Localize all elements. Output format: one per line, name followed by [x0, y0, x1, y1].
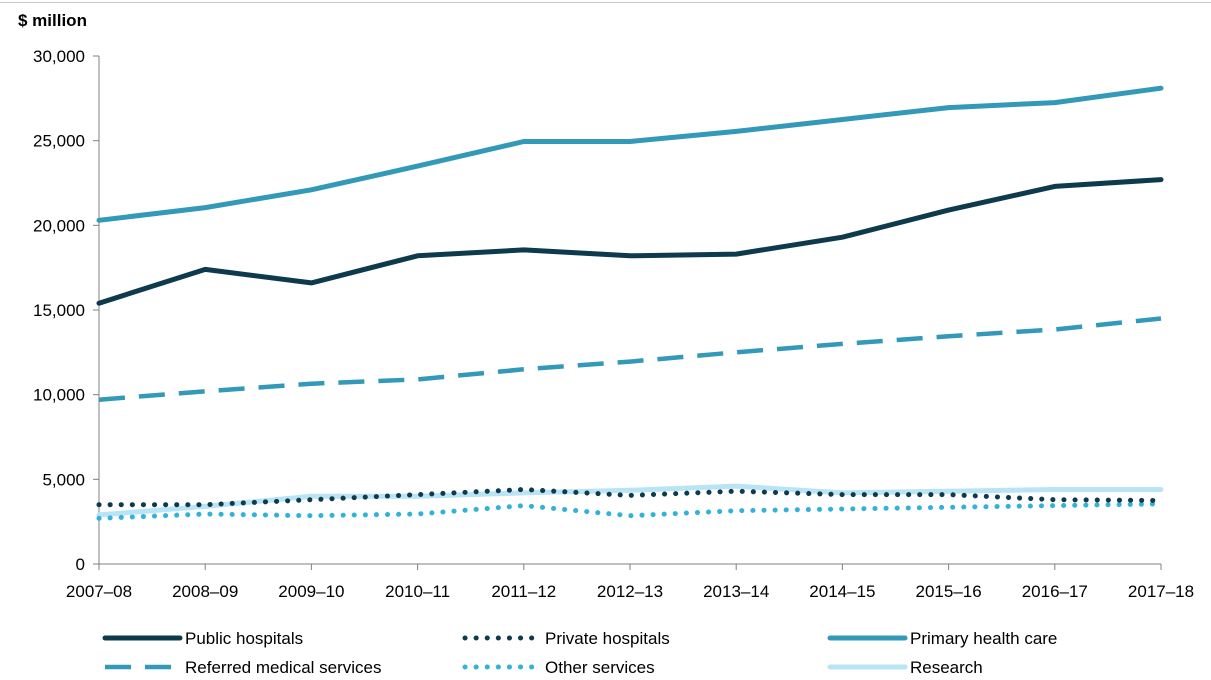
x-tick-label: 2008–09 — [172, 582, 238, 601]
x-tick-label: 2009–10 — [278, 582, 344, 601]
axes: 0 5,000 10,000 15,000 20,000 25,000 30,000 2007… — [33, 47, 1194, 601]
x-tick-label: 2017–18 — [1128, 582, 1194, 601]
legend-label: Referred medical services — [185, 658, 382, 677]
top-rule — [0, 2, 1211, 3]
x-tick-label: 2010–11 — [385, 582, 450, 601]
x-tick-label: 2012–13 — [597, 582, 663, 601]
y-tick-label: 5,000 — [42, 470, 85, 489]
x-tick-label: 2013–14 — [703, 582, 769, 601]
x-tick-label: 2014–15 — [809, 582, 875, 601]
legend-label: Primary health care — [910, 629, 1057, 648]
legend-label: Private hospitals — [545, 629, 670, 648]
y-tick-label: 15,000 — [33, 301, 85, 320]
series-line-public-hospitals — [96, 177, 1164, 306]
x-tick-label: 2016–17 — [1022, 582, 1088, 601]
y-axis-label: $ million — [18, 11, 87, 30]
y-tick-label: 25,000 — [33, 132, 85, 151]
legend-label: Research — [910, 658, 983, 677]
legend-label: Public hospitals — [185, 629, 303, 648]
x-tick-label: 2011–12 — [491, 582, 556, 601]
legend: Public hospitals Private hospitals Primary… — [102, 629, 1057, 677]
y-tick-label: 20,000 — [33, 216, 85, 235]
y-tick-label: 0 — [76, 555, 85, 574]
series-lines — [96, 85, 1164, 521]
series-line-primary-health-care — [96, 85, 1164, 223]
y-tick-label: 10,000 — [33, 386, 85, 405]
series-line-research — [96, 483, 1164, 518]
y-tick-label: 30,000 — [33, 47, 85, 66]
x-tick-label: 2015–16 — [916, 582, 982, 601]
legend-label: Other services — [545, 658, 655, 677]
series-line-private-hospitals — [96, 487, 1164, 508]
x-tick-label: 2007–08 — [66, 582, 132, 601]
series-line-other-services — [96, 501, 1164, 521]
series-line-referred-medical-services — [98, 316, 1162, 402]
